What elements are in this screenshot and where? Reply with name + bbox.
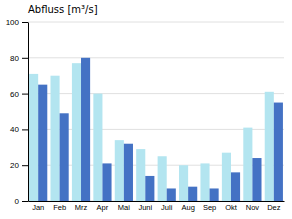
bar	[115, 140, 124, 201]
y-tick: 60	[10, 90, 28, 99]
y-tick-label: 60	[10, 90, 19, 99]
x-tick-label: Apr	[97, 203, 109, 212]
x-tick-label: Feb	[53, 203, 66, 212]
y-tick-label: 100	[6, 18, 20, 27]
bar	[200, 163, 209, 201]
bar	[158, 156, 167, 201]
x-tick: Juni	[138, 203, 152, 212]
y-tick-mark	[22, 201, 28, 202]
x-tick: Feb	[53, 203, 66, 212]
bar	[210, 188, 219, 201]
grid-line	[28, 93, 284, 94]
grid-line	[28, 57, 284, 58]
bar-series	[29, 63, 274, 201]
x-tick-label: Nov	[246, 203, 260, 212]
x-tick-label: Okt	[225, 203, 238, 212]
x-axis-line	[29, 201, 285, 202]
bar	[243, 128, 252, 201]
bar	[60, 113, 69, 201]
bar	[231, 172, 240, 201]
chart: 0 20 40 60 80 100 Jan Feb Mrz Apr Mai Juni Juli Aug Se…	[0, 0, 292, 219]
y-axis: 0 20 40 60 80 100	[6, 18, 29, 206]
bar-series	[38, 58, 283, 201]
y-tick-label: 0	[15, 197, 20, 206]
bar	[222, 153, 231, 201]
bar	[179, 165, 188, 201]
y-tick: 80	[10, 54, 28, 63]
y-tick-mark	[22, 22, 28, 23]
bar	[167, 188, 176, 201]
y-tick-mark	[22, 129, 28, 130]
x-tick: Juli	[161, 203, 173, 212]
y-tick: 40	[10, 125, 28, 134]
bar	[50, 76, 59, 201]
bar	[38, 85, 47, 201]
bar	[29, 74, 38, 201]
bar	[265, 92, 274, 201]
x-tick: Jan	[32, 203, 44, 212]
x-tick: Nov	[246, 203, 260, 212]
y-tick-label: 20	[10, 161, 19, 170]
x-tick-label: Juli	[161, 203, 173, 212]
bar	[274, 103, 283, 201]
plot-area: 0 20 40 60 80 100 Jan Feb Mrz Apr Mai Juni Juli Aug Se…	[6, 18, 285, 212]
x-tick: Okt	[225, 203, 238, 212]
grid	[28, 22, 284, 201]
bar	[93, 94, 102, 201]
x-tick-label: Aug	[181, 203, 194, 212]
x-tick-label: Mai	[118, 203, 130, 212]
y-tick: 20	[10, 161, 28, 170]
bar	[145, 176, 154, 201]
bar	[136, 149, 145, 201]
y-tick: 0	[15, 197, 28, 206]
bar	[102, 163, 111, 201]
bar	[124, 144, 133, 201]
x-tick: Apr	[97, 203, 109, 212]
y-tick-label: 40	[10, 125, 19, 134]
y-tick-mark	[22, 58, 28, 59]
y-tick-mark	[22, 94, 28, 95]
x-tick: Mai	[118, 203, 130, 212]
bar	[81, 58, 90, 201]
bars	[29, 58, 283, 201]
bar	[72, 63, 81, 201]
y-tick-label: 80	[10, 54, 19, 63]
bar	[252, 158, 261, 201]
x-tick: Mrz	[75, 203, 88, 212]
bar	[188, 187, 197, 201]
x-tick: Dez	[267, 203, 281, 212]
x-tick-label: Sep	[203, 203, 216, 212]
x-tick-label: Juni	[138, 203, 152, 212]
x-tick-label: Dez	[267, 203, 281, 212]
y-tick-mark	[22, 165, 28, 166]
grid-line	[28, 22, 284, 23]
title: Abfluss [m³/s]	[28, 4, 98, 15]
x-tick: Sep	[203, 203, 216, 212]
y-tick: 100	[6, 18, 28, 27]
y-axis-line	[28, 23, 29, 202]
x-tick-label: Mrz	[75, 203, 88, 212]
x-tick-label: Jan	[32, 203, 44, 212]
x-axis: Jan Feb Mrz Apr Mai Juni Juli Aug Sep Okt Nov Dez	[29, 202, 285, 213]
x-tick: Aug	[181, 203, 194, 212]
